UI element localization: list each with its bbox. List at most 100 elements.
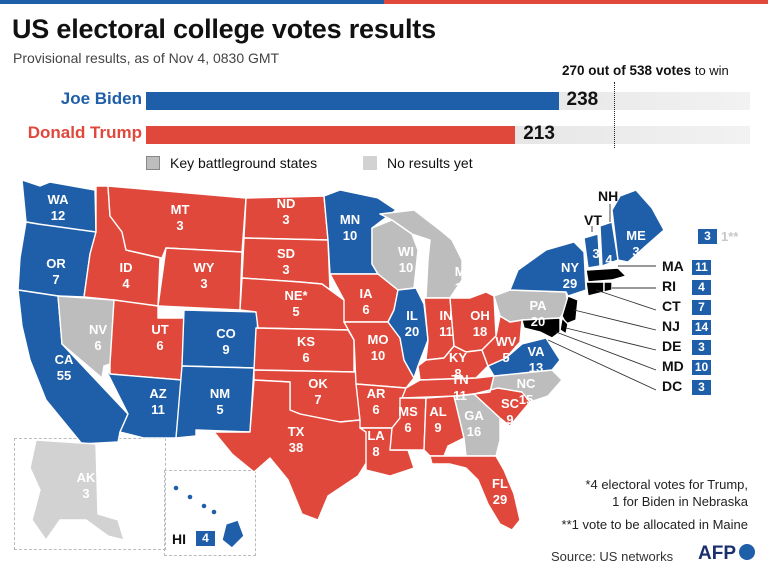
state-fl[interactable]: [429, 455, 521, 531]
label-nd-votes: 3: [282, 212, 289, 227]
biden-bar-track: [146, 92, 750, 110]
hi-votes-box: 4: [196, 531, 215, 546]
label-ne-abbr: NE*: [284, 288, 308, 303]
label-nv-votes: 6: [94, 338, 101, 353]
state-ak[interactable]: [29, 439, 125, 541]
label-co-votes: 9: [222, 342, 229, 357]
label-nv-abbr: NV: [89, 322, 107, 337]
threshold-label-bold: 270 out of 538 votes: [562, 63, 692, 78]
state-ma[interactable]: [585, 267, 627, 283]
label-wa-votes: 12: [51, 208, 65, 223]
label-nc-abbr: NC: [517, 376, 536, 391]
label-il-votes: 20: [405, 324, 419, 339]
label-ia-votes: 6: [362, 302, 369, 317]
label-ut-votes: 6: [156, 338, 163, 353]
state-hi[interactable]: [221, 519, 245, 549]
small-state-ct-label: CT: [662, 298, 681, 314]
state-il[interactable]: [387, 287, 429, 379]
small-state-ct-votes: 7: [692, 300, 711, 315]
label-ms-votes: 6: [404, 420, 411, 435]
label-wi-abbr: WI: [398, 244, 414, 259]
label-wa-abbr: WA: [48, 192, 70, 207]
label-sc-votes: 9: [506, 412, 513, 427]
afp-logo-icon: [739, 544, 755, 560]
label-mo-votes: 10: [371, 348, 385, 363]
label-ar-votes: 6: [372, 402, 379, 417]
state-ct[interactable]: [585, 281, 605, 297]
state-vt[interactable]: [583, 233, 601, 269]
label-ny-votes: 29: [563, 276, 577, 291]
label-or-abbr: OR: [46, 256, 66, 271]
small-state-de-label: DE: [662, 338, 682, 354]
label-ia-abbr: IA: [360, 286, 374, 301]
label-pa-abbr: PA: [529, 298, 547, 313]
legend-no-results-label: No results yet: [387, 155, 473, 171]
state-tx[interactable]: [213, 379, 369, 521]
threshold-label: 270 out of 538 votes to win: [562, 63, 729, 78]
label-ak-votes: 3: [82, 486, 89, 501]
state-ri[interactable]: [603, 281, 613, 293]
label-nm-votes: 5: [216, 402, 223, 417]
label-ok-votes: 7: [314, 392, 321, 407]
label-ak-abbr: AK: [77, 470, 96, 485]
state-md[interactable]: [521, 317, 561, 339]
label-nd-abbr: ND: [277, 196, 296, 211]
label-mn-abbr: MN: [340, 212, 360, 227]
small-state-md-label: MD: [662, 358, 684, 374]
label-tn-abbr: TN: [451, 372, 468, 387]
label-wi-votes: 10: [399, 260, 413, 275]
label-in-votes: 11: [439, 324, 453, 339]
note-nebraska-2: 1 for Biden in Nebraska: [612, 494, 748, 509]
label-tx-votes: 38: [289, 440, 303, 455]
label-nh-outside: NH: [598, 188, 619, 204]
legend-battleground: Key battleground states: [146, 155, 317, 171]
biden-votes: 238: [566, 89, 599, 110]
note-nebraska-1: *4 electoral votes for Trump,: [585, 477, 748, 492]
small-state-dc-votes: 3: [692, 380, 711, 395]
small-state-ri-votes: 4: [692, 280, 711, 295]
page-title: US electoral college votes results: [12, 14, 436, 44]
state-hi-island-2: [186, 493, 194, 501]
label-la-abbr: LA: [367, 428, 385, 443]
label-ca-abbr: CA: [55, 352, 74, 367]
label-mt-abbr: MT: [171, 202, 190, 217]
state-ny[interactable]: [509, 241, 587, 297]
label-fl-votes: 29: [493, 492, 507, 507]
label-ks-abbr: KS: [297, 334, 315, 349]
label-ks-votes: 6: [302, 350, 309, 365]
afp-logo-text: AFP: [698, 543, 736, 564]
biden-bar-fill: [146, 92, 559, 110]
small-state-nj-label: NJ: [662, 318, 680, 334]
label-or-votes: 7: [52, 272, 59, 287]
legend-no-results: No results yet: [363, 155, 473, 171]
state-ut[interactable]: [109, 299, 185, 381]
label-ky-votes: 8: [454, 366, 461, 381]
label-id-abbr: ID: [120, 260, 133, 275]
small-state-ma-label: MA: [662, 258, 684, 274]
state-me[interactable]: [611, 189, 665, 263]
label-tx-abbr: TX: [288, 424, 305, 439]
small-state-dc-label: DC: [662, 378, 683, 394]
small-state-ri-label: RI: [662, 278, 676, 294]
candidate-biden-name: Joe Biden: [60, 89, 142, 108]
state-nj[interactable]: [561, 295, 579, 325]
label-ky-abbr: KY: [449, 350, 467, 365]
label-hi: HI: [172, 531, 186, 547]
state-ks[interactable]: [253, 327, 355, 373]
label-wv-abbr: WV: [496, 334, 517, 349]
threshold-label-rest: to win: [694, 63, 729, 78]
label-ar-abbr: AR: [367, 386, 386, 401]
label-wy-votes: 3: [200, 276, 207, 291]
label-az-votes: 11: [151, 402, 165, 417]
state-hi-island-3: [200, 502, 208, 510]
label-ny-abbr: NY: [561, 260, 579, 275]
state-nm[interactable]: [175, 365, 255, 439]
small-state-md-votes: 10: [692, 360, 711, 375]
label-in-abbr: IN: [440, 308, 453, 323]
legend-battleground-label: Key battleground states: [170, 155, 318, 171]
label-nh-votes: 4: [605, 252, 613, 267]
label-vt-outside: VT: [584, 212, 602, 228]
label-id-votes: 4: [122, 276, 130, 291]
label-fl-abbr: FL: [492, 476, 508, 491]
